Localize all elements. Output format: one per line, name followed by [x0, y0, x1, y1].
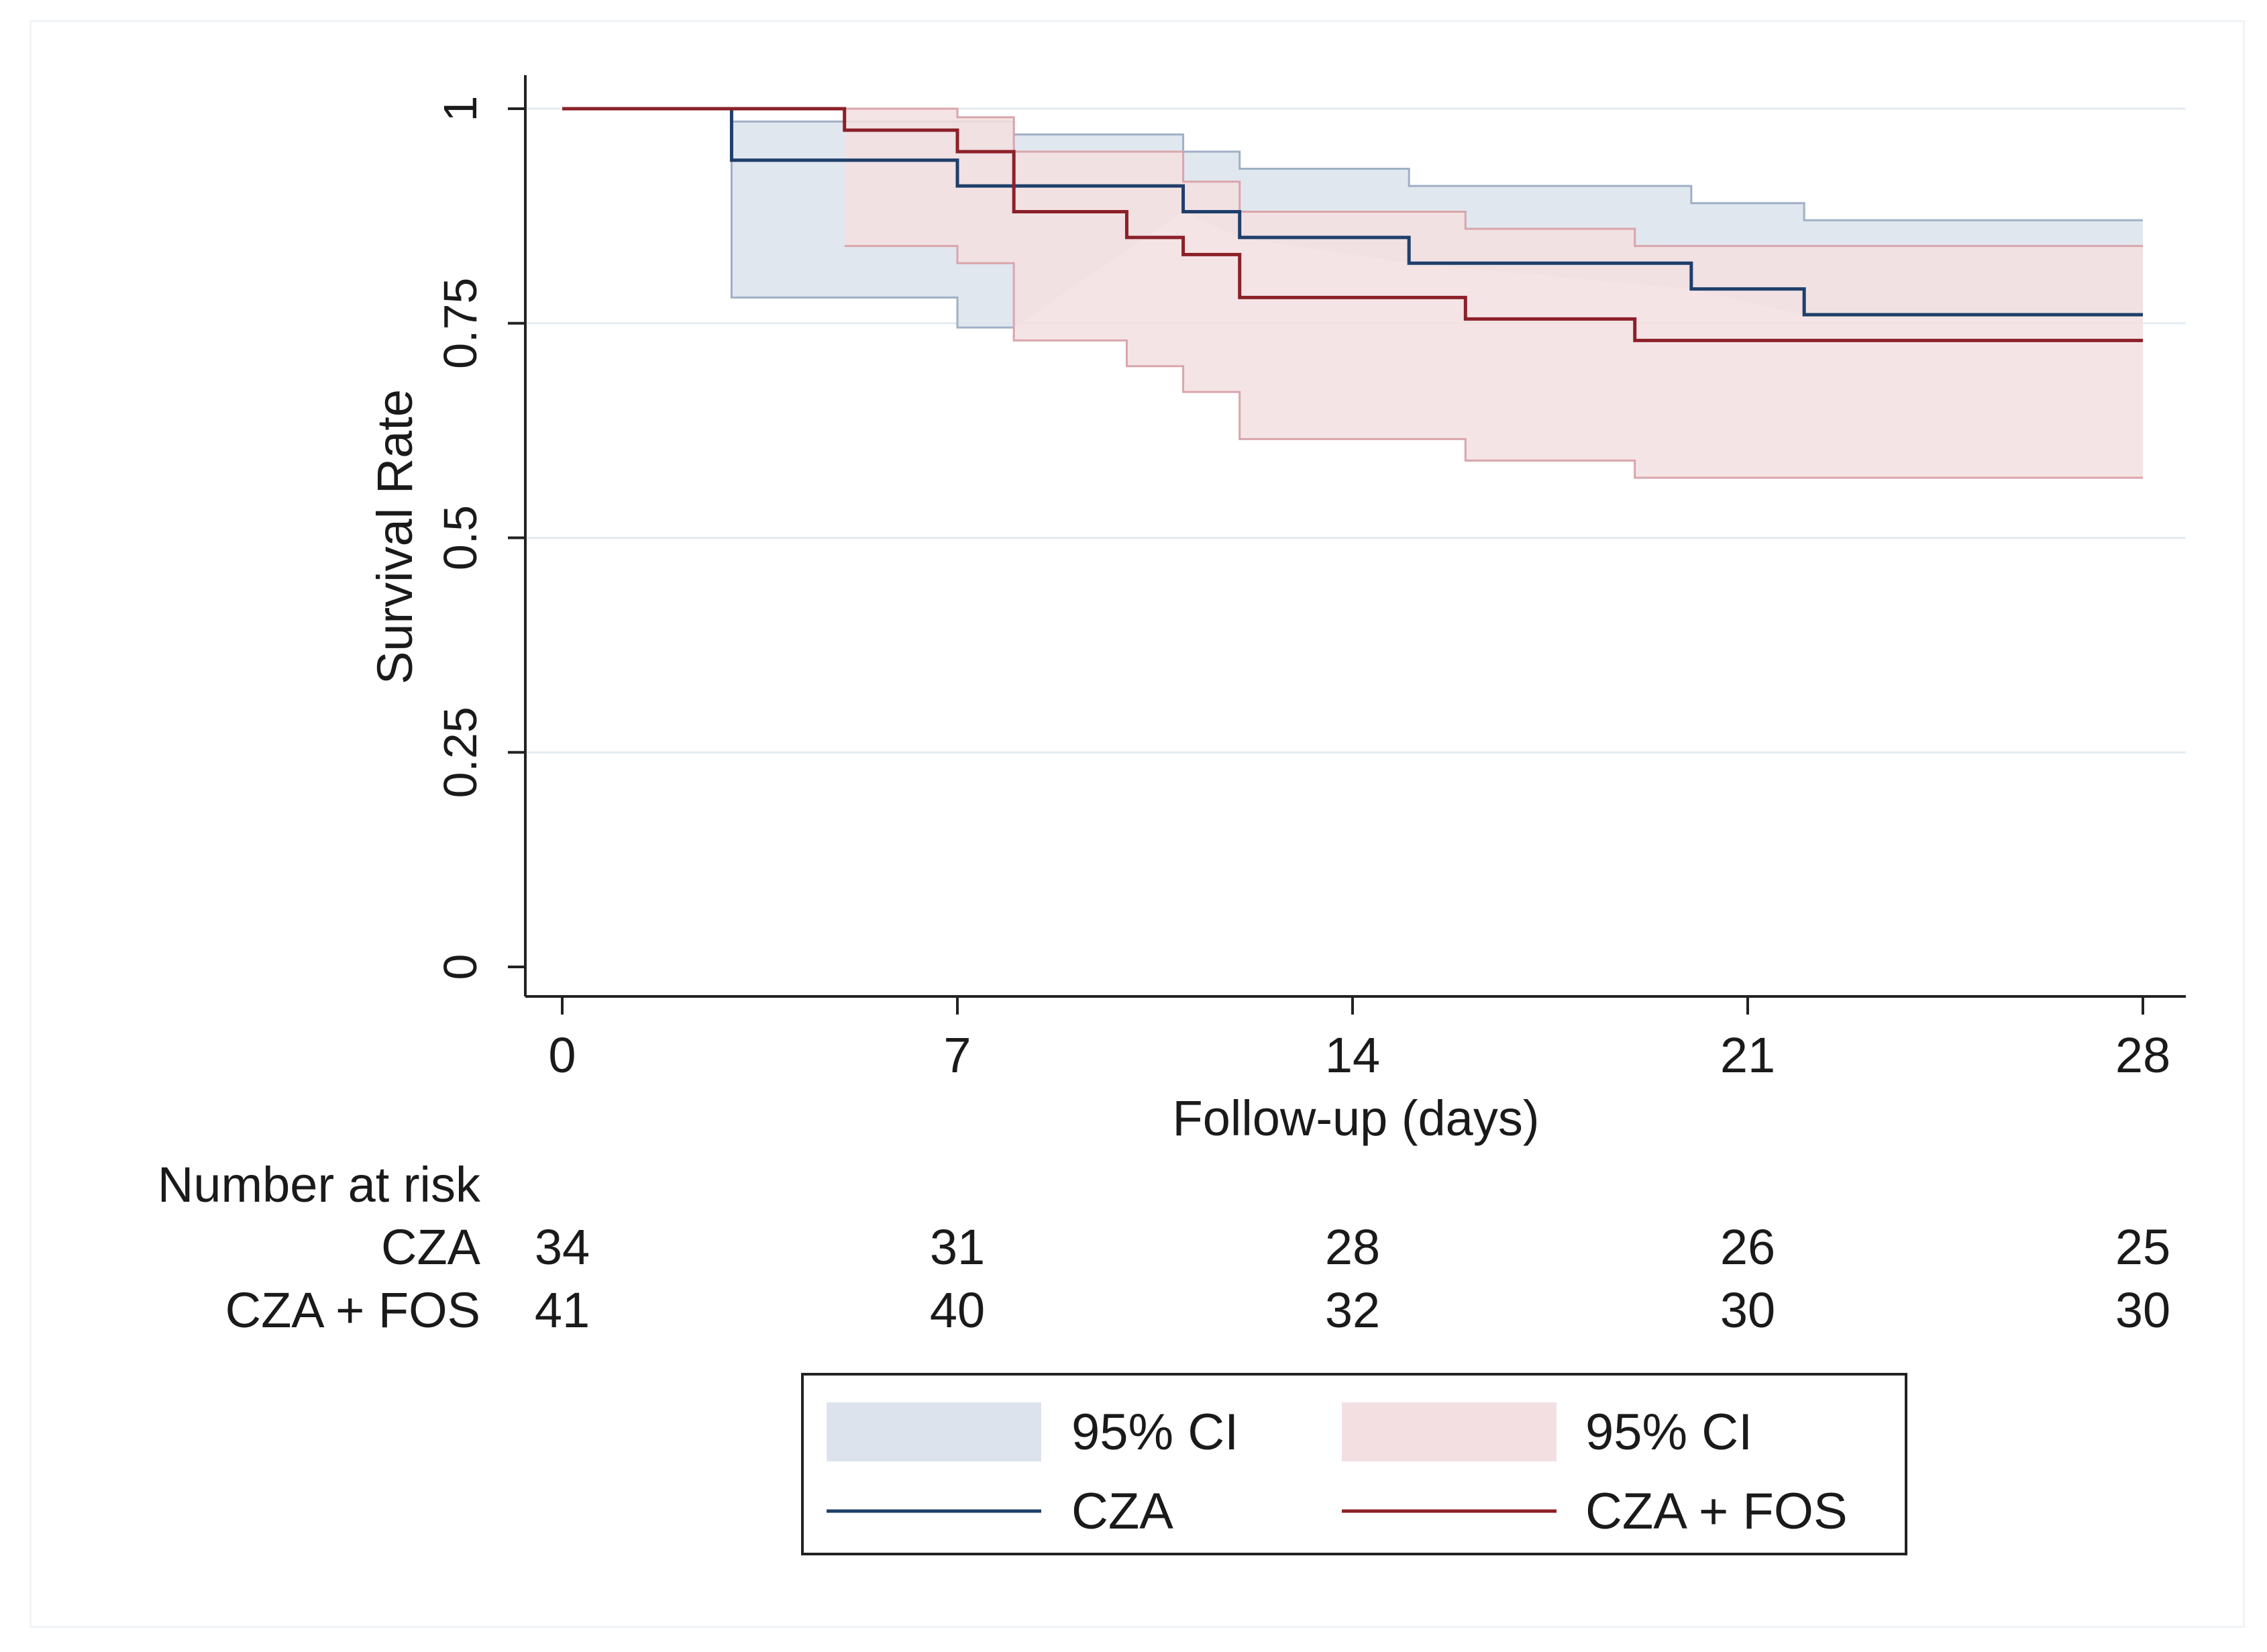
- risk-value: 25: [2115, 1219, 2170, 1275]
- ci-band-cza-lower: [730, 109, 1014, 329]
- survival-curve-cza: [562, 107, 2143, 317]
- risk-value: 40: [930, 1282, 985, 1338]
- risk-value: 32: [1325, 1282, 1380, 1338]
- legend-label: 95% CI: [1585, 1404, 1752, 1461]
- legend-label: 95% CI: [1071, 1404, 1238, 1461]
- axes: [524, 75, 2186, 998]
- y-tick-label: 0.25: [434, 707, 486, 798]
- x-tick-label: 0: [548, 1027, 576, 1083]
- x-tick-label: 14: [1325, 1027, 1380, 1083]
- risk-value: 34: [535, 1219, 590, 1275]
- ci-band-cza-fos-lower: [844, 245, 2143, 479]
- ci-bands: [730, 107, 2143, 479]
- survival-curve-cza-fos: [562, 107, 2143, 342]
- y-tick-label: 0.5: [434, 505, 486, 570]
- legend: 95% CI 95% CI CZA CZA + FOS: [801, 1373, 1907, 1555]
- risk-row-label: CZA + FOS: [225, 1282, 480, 1338]
- y-axis-label: Survival Rate: [367, 389, 423, 684]
- y-tick-label: 1: [434, 96, 486, 122]
- risk-table-title: Number at risk: [158, 1157, 481, 1212]
- risk-value: 41: [535, 1282, 590, 1338]
- legend-swatch-band: [827, 1402, 1041, 1461]
- risk-table: Number at risk CZA 34 31 28 26 25 CZA + FOS 41 4…: [158, 1157, 2170, 1338]
- ci-band-cza-fos: [844, 109, 2143, 478]
- x-tick-label: 28: [2115, 1027, 2170, 1083]
- legend-label: CZA: [1071, 1483, 1173, 1540]
- risk-value: 30: [1720, 1282, 1775, 1338]
- ci-band-cza-fos-upper: [844, 107, 2143, 248]
- legend-swatch-band: [1342, 1402, 1557, 1461]
- y-tick-label: 0: [434, 954, 486, 980]
- legend-label: CZA + FOS: [1585, 1483, 1848, 1540]
- y-ticks: 0 0.25 0.5 0.75 1: [434, 96, 525, 980]
- risk-row-label: CZA: [381, 1219, 481, 1275]
- x-axis-label: Follow-up (days): [1173, 1090, 1540, 1146]
- risk-value: 30: [2115, 1282, 2170, 1338]
- y-tick-label: 0.75: [434, 278, 486, 369]
- risk-value: 28: [1325, 1219, 1380, 1275]
- x-tick-label: 21: [1720, 1027, 1775, 1083]
- x-tick-label: 7: [943, 1027, 971, 1083]
- survival-curves: [562, 107, 2143, 342]
- x-ticks: 0 7 14 21 28: [548, 996, 2170, 1083]
- risk-value: 31: [930, 1219, 985, 1275]
- risk-value: 26: [1720, 1219, 1775, 1275]
